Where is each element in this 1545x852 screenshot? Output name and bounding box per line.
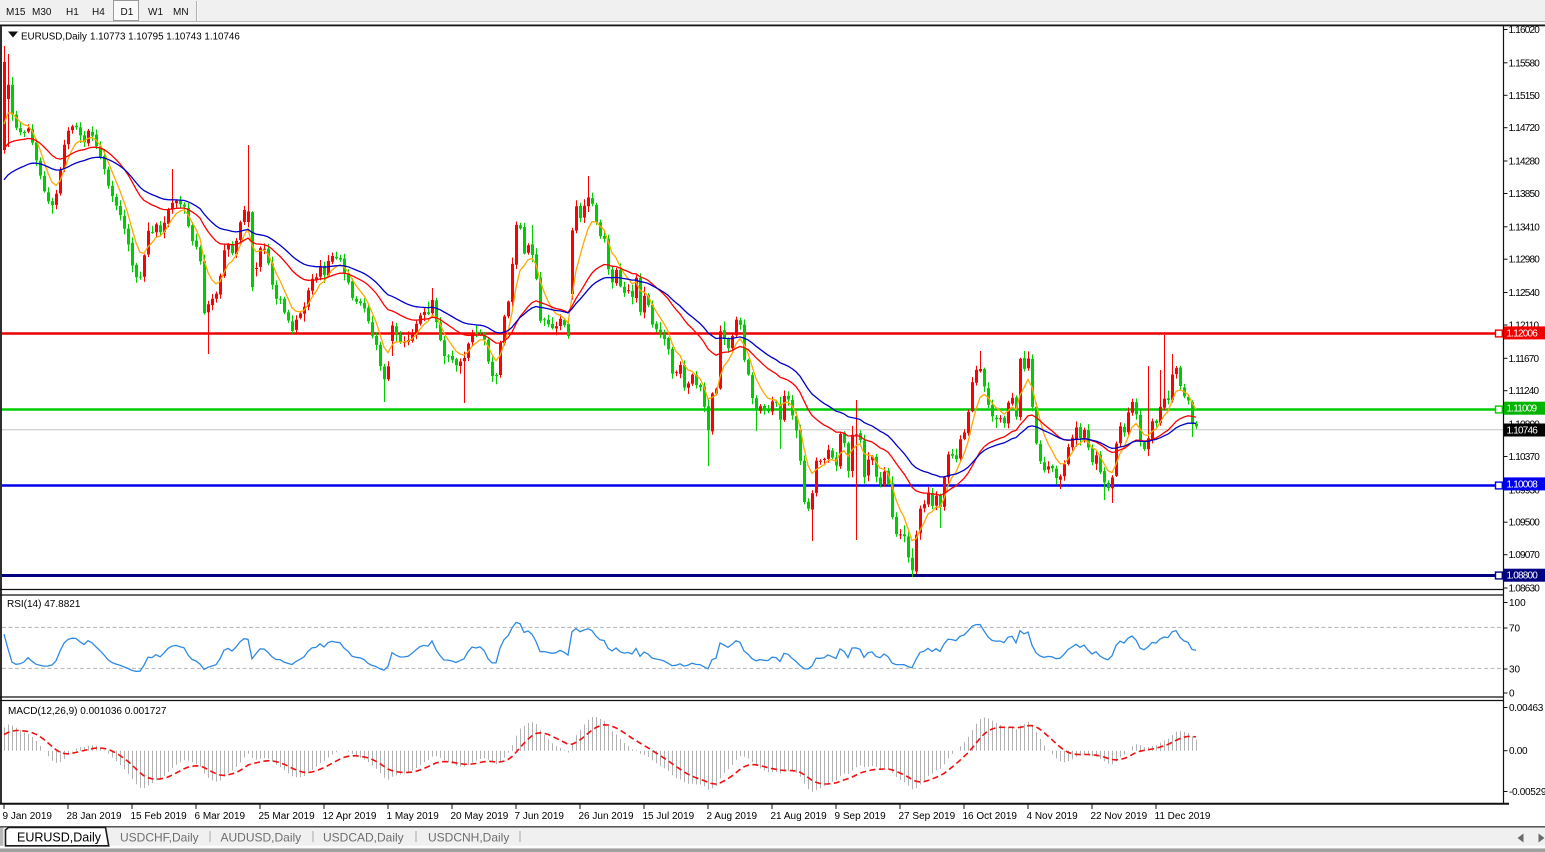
- svg-text:1.12006: 1.12006: [1507, 328, 1539, 339]
- svg-text:1.16020: 1.16020: [1509, 25, 1541, 36]
- svg-text:1.10773 1.10795 1.10743 1.1074: 1.10773 1.10795 1.10743 1.10746: [90, 32, 240, 43]
- svg-text:1.10008: 1.10008: [1507, 479, 1539, 490]
- svg-text:2 Aug 2019: 2 Aug 2019: [707, 811, 758, 822]
- svg-text:EURUSD,Daily: EURUSD,Daily: [21, 32, 87, 43]
- svg-text:27 Sep 2019: 27 Sep 2019: [899, 811, 956, 822]
- svg-text:30: 30: [1509, 665, 1521, 676]
- svg-text:1.09500: 1.09500: [1509, 518, 1541, 529]
- svg-text:1.09070: 1.09070: [1509, 550, 1541, 561]
- svg-text:H4: H4: [92, 7, 105, 18]
- svg-text:H1: H1: [66, 7, 79, 18]
- svg-text:16 Oct 2019: 16 Oct 2019: [963, 811, 1018, 822]
- svg-text:0: 0: [1509, 689, 1515, 700]
- svg-text:1.15150: 1.15150: [1509, 91, 1541, 102]
- svg-text:6 Mar 2019: 6 Mar 2019: [195, 811, 246, 822]
- svg-text:1.11240: 1.11240: [1509, 386, 1540, 397]
- svg-text:28 Jan 2019: 28 Jan 2019: [67, 811, 122, 822]
- svg-text:1.11670: 1.11670: [1509, 354, 1540, 365]
- svg-text:1.12540: 1.12540: [1509, 288, 1541, 299]
- svg-text:0.00: 0.00: [1509, 746, 1528, 757]
- svg-text:AUDUSD,Daily: AUDUSD,Daily: [221, 831, 302, 845]
- svg-text:21 Aug 2019: 21 Aug 2019: [771, 811, 828, 822]
- svg-text:USDCHF,Daily: USDCHF,Daily: [120, 831, 199, 845]
- svg-text:1.12980: 1.12980: [1509, 255, 1541, 266]
- svg-text:MN: MN: [173, 7, 189, 18]
- svg-text:1.12110: 1.12110: [1509, 321, 1540, 332]
- svg-text:9 Sep 2019: 9 Sep 2019: [835, 811, 887, 822]
- svg-text:MACD(12,26,9) 0.001036 0.00172: MACD(12,26,9) 0.001036 0.001727: [8, 706, 167, 717]
- svg-text:7 Jun 2019: 7 Jun 2019: [515, 811, 565, 822]
- svg-text:M15: M15: [6, 7, 26, 18]
- svg-text:26 Jun 2019: 26 Jun 2019: [579, 811, 634, 822]
- svg-text:USDCNH,Daily: USDCNH,Daily: [428, 831, 509, 845]
- svg-text:1.13850: 1.13850: [1509, 189, 1541, 200]
- svg-text:1.15580: 1.15580: [1509, 58, 1541, 69]
- svg-text:1.11009: 1.11009: [1507, 404, 1538, 415]
- svg-text:1 May 2019: 1 May 2019: [387, 811, 440, 822]
- svg-text:USDCAD,Daily: USDCAD,Daily: [323, 831, 404, 845]
- svg-text:12 Apr 2019: 12 Apr 2019: [323, 811, 377, 822]
- svg-text:1.10746: 1.10746: [1507, 426, 1539, 437]
- svg-text:0.00463: 0.00463: [1509, 703, 1544, 714]
- svg-text:1.13410: 1.13410: [1509, 222, 1541, 233]
- svg-text:1.09930: 1.09930: [1509, 485, 1541, 496]
- svg-text:-0.005299: -0.005299: [1509, 787, 1545, 798]
- svg-text:D1: D1: [121, 7, 134, 18]
- svg-text:70: 70: [1509, 624, 1521, 635]
- svg-text:1.08800: 1.08800: [1507, 571, 1539, 582]
- svg-text:1.14280: 1.14280: [1509, 157, 1541, 168]
- svg-text:RSI(14) 47.8821: RSI(14) 47.8821: [7, 599, 81, 610]
- svg-text:15 Jul 2019: 15 Jul 2019: [643, 811, 695, 822]
- svg-text:20 May 2019: 20 May 2019: [451, 811, 509, 822]
- svg-text:1.10370: 1.10370: [1509, 452, 1541, 463]
- svg-text:W1: W1: [148, 7, 163, 18]
- svg-text:11 Dec 2019: 11 Dec 2019: [1155, 811, 1211, 822]
- svg-text:1.14720: 1.14720: [1509, 123, 1541, 134]
- svg-text:25 Mar 2019: 25 Mar 2019: [259, 811, 316, 822]
- svg-text:M30: M30: [32, 7, 52, 18]
- svg-text:100: 100: [1509, 598, 1526, 609]
- svg-text:22 Nov 2019: 22 Nov 2019: [1091, 811, 1148, 822]
- svg-text:4 Nov 2019: 4 Nov 2019: [1027, 811, 1079, 822]
- svg-text:15 Feb 2019: 15 Feb 2019: [131, 811, 188, 822]
- svg-text:EURUSD,Daily: EURUSD,Daily: [17, 831, 102, 845]
- svg-text:1.08630: 1.08630: [1509, 584, 1541, 595]
- svg-text:9 Jan 2019: 9 Jan 2019: [3, 811, 53, 822]
